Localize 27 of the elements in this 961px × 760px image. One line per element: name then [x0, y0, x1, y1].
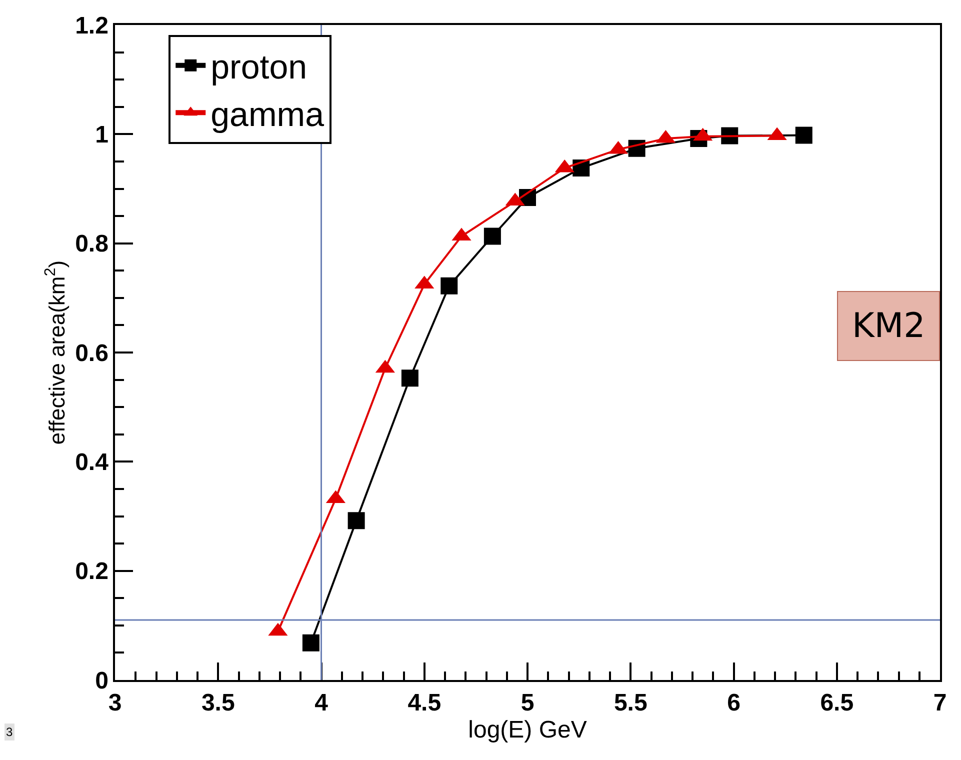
- y-tick-label: 0.6: [75, 340, 108, 367]
- legend-label: proton: [210, 48, 308, 87]
- x-tick-label: 3.5: [201, 690, 235, 717]
- x-tick-label: 5.5: [614, 690, 648, 717]
- y-tick-label: 0.4: [75, 449, 110, 476]
- y-tick-label: 1.2: [75, 12, 108, 40]
- x-tick-label: 5: [520, 690, 534, 717]
- y-tick-label: 1: [95, 122, 108, 149]
- x-tick-label: 4.5: [408, 690, 442, 717]
- y-tick-label: 0: [95, 667, 108, 694]
- x-axis-title: log(E) GeV: [468, 716, 587, 744]
- y-tick-label: 0.8: [75, 230, 108, 258]
- legend-label: gamma: [210, 96, 324, 134]
- annotation: KM2: [852, 306, 926, 346]
- point: [795, 126, 812, 144]
- x-tick-label: 3: [108, 690, 122, 717]
- text: 3: [6, 725, 13, 739]
- point: [440, 277, 458, 294]
- point: [302, 634, 320, 652]
- x-tick-label: 4: [314, 690, 329, 717]
- x-tick-label: 6.5: [820, 690, 854, 717]
- x-tick-label: 7: [933, 690, 947, 717]
- point: [348, 512, 365, 530]
- x-tick-label: 6: [727, 690, 740, 717]
- y-tick-label: 0.2: [75, 558, 108, 586]
- point: [484, 228, 501, 245]
- point: [401, 370, 418, 387]
